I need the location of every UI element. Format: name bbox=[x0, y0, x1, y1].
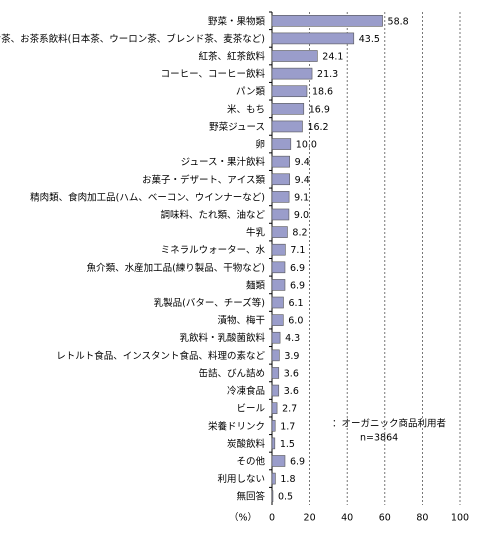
y-tick-label: 野菜・果物類 bbox=[208, 15, 266, 27]
x-tick-label: 20 bbox=[304, 513, 316, 524]
x-tick-label: 60 bbox=[379, 513, 391, 524]
bar bbox=[271, 208, 290, 221]
bar bbox=[271, 85, 308, 98]
value-label: 3.6 bbox=[284, 368, 299, 379]
bar bbox=[271, 67, 313, 80]
bar bbox=[271, 314, 284, 326]
bar bbox=[271, 349, 280, 362]
y-tick-label: 調味料、たれ類、油など bbox=[160, 209, 265, 221]
value-label: 1.5 bbox=[280, 439, 295, 450]
legend-label: ：オーガニック商品利用者 bbox=[332, 418, 446, 430]
y-tick-label: パン類 bbox=[236, 87, 265, 98]
y-tick-label: 卵 bbox=[255, 140, 265, 151]
bar bbox=[271, 455, 286, 467]
y-tick-label: 無回答 bbox=[236, 491, 265, 503]
value-label: 9.4 bbox=[295, 175, 310, 186]
y-tick-label: お茶、お茶系飲料(日本茶、ウーロン茶、ブレンド茶、麦茶など) bbox=[0, 33, 265, 45]
y-tick-label: 精肉類、食肉加工品(ハム、ベーコン、ウインナーなど) bbox=[30, 191, 265, 203]
y-tick-label: ビール bbox=[236, 404, 265, 415]
y-tick-label: 利用しない bbox=[217, 473, 265, 485]
y-tick-label: 紅茶、紅茶飲料 bbox=[198, 51, 265, 63]
value-label: 43.5 bbox=[359, 34, 380, 45]
y-tick-label: お菓子・デザート、アイス類 bbox=[142, 174, 266, 186]
bar bbox=[271, 261, 286, 274]
y-tick-label: 野菜ジュース bbox=[209, 121, 265, 133]
bar bbox=[271, 331, 281, 344]
bar bbox=[271, 15, 383, 27]
bar bbox=[271, 103, 305, 115]
value-label: 21.3 bbox=[317, 69, 338, 80]
bar bbox=[271, 120, 303, 133]
y-tick-label: 冷凍食品 bbox=[227, 385, 265, 397]
y-tick-label: ジュース・果汁飲料 bbox=[181, 156, 266, 168]
bar bbox=[271, 279, 286, 291]
x-tick-label: 100 bbox=[451, 513, 469, 524]
x-tick-label: 40 bbox=[341, 513, 353, 524]
note: n=3864 bbox=[360, 433, 398, 444]
value-label: 10.0 bbox=[296, 140, 317, 151]
y-tick-label: 魚介類、水産加工品(練り製品、干物など) bbox=[87, 262, 265, 274]
bar bbox=[271, 243, 286, 256]
value-label: 16.9 bbox=[309, 104, 330, 115]
value-label: 6.9 bbox=[290, 456, 305, 467]
y-tick-label: 乳製品(バター、チーズ等) bbox=[154, 297, 265, 309]
y-tick-label: 缶詰、びん詰め bbox=[198, 367, 265, 379]
value-label: 3.6 bbox=[284, 386, 299, 397]
value-label: 6.9 bbox=[290, 280, 305, 291]
value-label: 9.4 bbox=[295, 157, 310, 168]
value-label: 0.5 bbox=[278, 492, 293, 503]
value-label: 3.9 bbox=[284, 351, 299, 362]
value-label: 9.1 bbox=[294, 192, 309, 203]
value-label: 6.9 bbox=[290, 263, 305, 274]
y-tick-label: 漬物、梅干 bbox=[217, 315, 265, 327]
bar bbox=[271, 437, 276, 450]
y-tick-label: 炭酸飲料 bbox=[227, 438, 266, 450]
value-label: 58.8 bbox=[388, 16, 409, 27]
value-label: 4.3 bbox=[285, 333, 300, 344]
bar bbox=[271, 155, 290, 168]
value-label: 8.2 bbox=[292, 228, 307, 239]
value-label: 18.6 bbox=[312, 87, 333, 98]
x-tick-label: 80 bbox=[416, 513, 428, 524]
bar bbox=[271, 191, 290, 203]
value-label: 1.8 bbox=[280, 474, 295, 485]
value-label: 16.2 bbox=[307, 122, 328, 133]
y-tick-label: 麺類 bbox=[246, 279, 266, 291]
value-label: 9.0 bbox=[294, 210, 309, 221]
y-tick-label: その他 bbox=[236, 455, 265, 467]
y-tick-label: 乳飲料・乳酸菌飲料 bbox=[179, 332, 265, 344]
value-label: 1.7 bbox=[280, 421, 295, 432]
bar bbox=[271, 472, 276, 485]
bar bbox=[271, 402, 278, 414]
bar bbox=[271, 50, 318, 62]
bar bbox=[271, 367, 280, 379]
bar bbox=[271, 490, 274, 502]
y-tick-label: 牛乳 bbox=[246, 227, 266, 239]
y-tick-label: ミネラルウォーター、水 bbox=[161, 244, 266, 256]
bar bbox=[271, 384, 280, 397]
value-label: 6.0 bbox=[288, 316, 303, 327]
bar bbox=[271, 419, 276, 432]
value-label: 2.7 bbox=[282, 404, 297, 415]
bar bbox=[271, 226, 288, 238]
y-tick-label: コーヒー、コーヒー飲料 bbox=[161, 68, 266, 80]
value-label: 7.1 bbox=[290, 245, 305, 256]
bar bbox=[271, 173, 290, 186]
y-tick-label: 栄養ドリンク bbox=[208, 420, 265, 432]
y-tick-label: レトルト食品、インスタント食品、料理の素など bbox=[56, 350, 265, 362]
y-tick-label: 米、もち bbox=[227, 103, 265, 115]
bar bbox=[271, 296, 284, 309]
x-tick-label: 0 bbox=[269, 513, 275, 524]
value-label: 24.1 bbox=[322, 52, 343, 63]
bar bbox=[271, 138, 292, 150]
x-axis-label: （%） bbox=[229, 512, 257, 524]
value-label: 6.1 bbox=[288, 298, 303, 309]
bar bbox=[271, 32, 355, 45]
